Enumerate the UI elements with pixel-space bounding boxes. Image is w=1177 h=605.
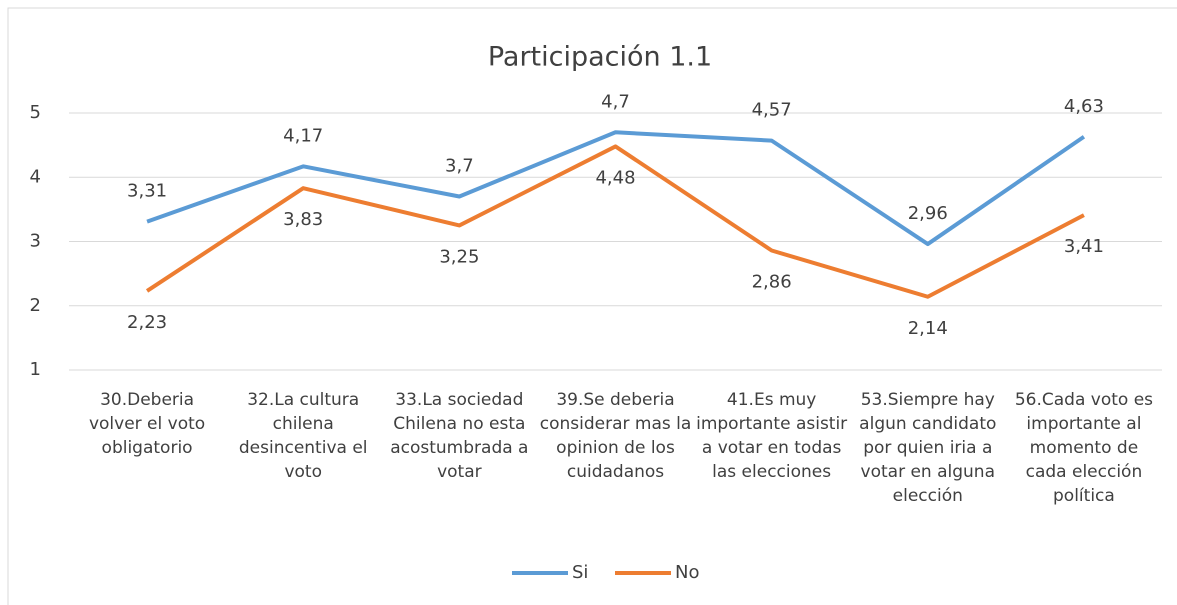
data-label: 2,23 xyxy=(127,312,167,333)
y-tick-label: 1 xyxy=(30,359,41,380)
data-label: 4,17 xyxy=(283,125,323,146)
x-tick-label: 53.Siempre hay algun candidato por quien… xyxy=(859,390,997,506)
data-label: 3,83 xyxy=(283,209,323,230)
data-label: 4,57 xyxy=(752,100,792,121)
data-label: 4,48 xyxy=(595,167,635,188)
x-tick-label: 41.Es muy importante asistir a votar en … xyxy=(696,390,848,482)
data-label: 4,7 xyxy=(601,91,630,112)
x-tick-label: 39.Se deberia considerar mas la opinion … xyxy=(539,390,692,482)
line-series xyxy=(145,144,1085,299)
y-tick-label: 3 xyxy=(30,231,41,252)
line-series xyxy=(146,130,1086,247)
chart-border xyxy=(7,7,1177,605)
x-tick-label: 33.La sociedad Chilena no esta acostumbr… xyxy=(390,390,529,482)
x-tick-label: 30.Deberia volver el voto obligatorio xyxy=(88,390,206,458)
legend-label: No xyxy=(675,562,699,583)
y-tick-label: 4 xyxy=(30,166,41,187)
y-tick-label: 5 xyxy=(30,102,41,123)
data-label: 2,86 xyxy=(752,271,792,292)
data-label: 4,63 xyxy=(1064,96,1104,117)
x-tick-label: 56.Cada voto es importante al momento de… xyxy=(1014,390,1154,506)
data-label: 3,25 xyxy=(439,246,479,267)
data-label: 2,96 xyxy=(908,203,948,224)
data-label: 3,31 xyxy=(127,181,167,202)
data-label: 2,14 xyxy=(908,318,948,339)
chart-title: Participación 1.1 xyxy=(488,42,712,73)
data-label: 3,41 xyxy=(1064,236,1104,257)
legend-label: Si xyxy=(572,562,588,583)
y-tick-label: 2 xyxy=(30,295,41,316)
data-label: 3,7 xyxy=(445,156,474,177)
x-tick-label: 32.La cultura chilena desincentiva el vo… xyxy=(238,390,368,482)
